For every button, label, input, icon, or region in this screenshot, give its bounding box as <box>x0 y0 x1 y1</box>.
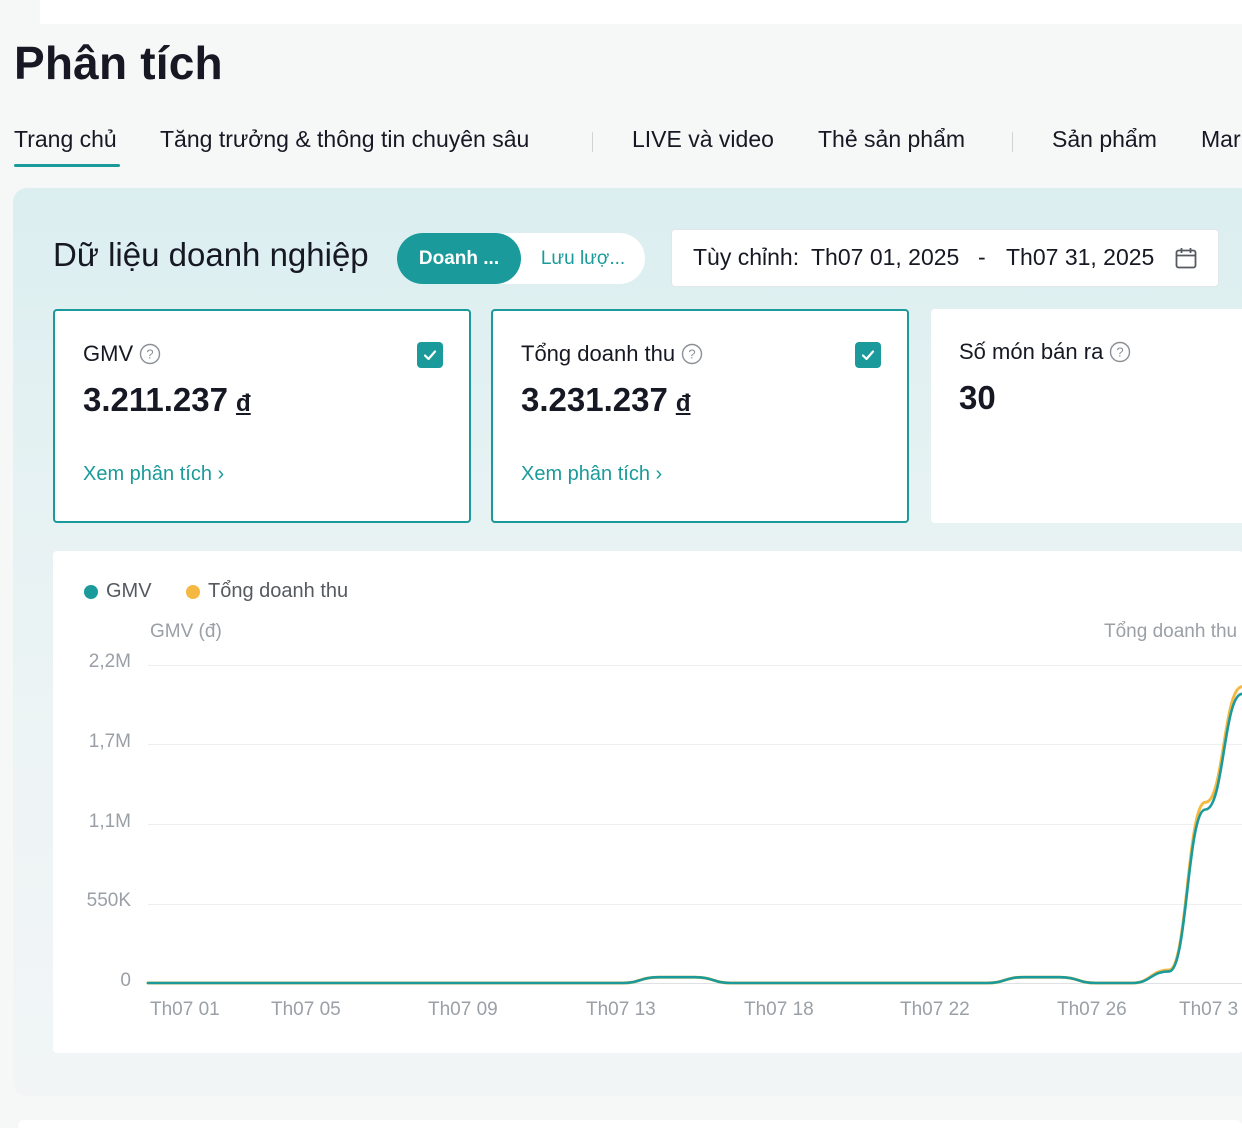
tab-marketing[interactable]: Mar <box>1201 126 1241 152</box>
metric-card-gmv[interactable]: GMV ? 3.211.237 đ Xem phân tích › <box>53 309 471 523</box>
tab-live-video[interactable]: LIVE và video <box>632 126 774 152</box>
y-tick-label: 1,1M <box>88 811 131 832</box>
tab-divider <box>592 132 593 152</box>
y-tick-label: 0 <box>120 970 131 991</box>
help-icon[interactable]: ? <box>1109 341 1131 363</box>
x-tick-label: Th07 3 <box>1179 999 1239 1020</box>
series-line-gmv <box>146 692 1242 985</box>
toggle-revenue[interactable]: Doanh ... <box>397 233 521 284</box>
metric-value: 30 <box>959 379 996 416</box>
chart-card <box>53 551 1242 1053</box>
gridline <box>148 744 1242 745</box>
legend-dot-revenue <box>186 584 200 599</box>
toggle-traffic[interactable]: Lưu lượ... <box>540 247 626 269</box>
series-line-revenue <box>146 685 1242 985</box>
x-tick-label: Th07 18 <box>744 999 814 1020</box>
gridline <box>148 904 1242 905</box>
data-type-toggle: Doanh ... Lưu lượ... <box>397 233 645 284</box>
check-icon <box>861 350 875 361</box>
y-tick-label: 550K <box>86 890 131 911</box>
x-tick-label: Th07 05 <box>271 999 341 1020</box>
metric-value: 3.231.237 đ <box>521 381 690 419</box>
active-tab-indicator <box>14 164 120 167</box>
x-tick-label: Th07 26 <box>1057 999 1127 1020</box>
svg-text:?: ? <box>1117 345 1124 360</box>
legend-label: GMV <box>106 580 152 602</box>
line-chart-plot <box>146 685 1242 985</box>
y-tick-label: 2,2M <box>88 651 131 672</box>
date-separator: - <box>978 244 986 270</box>
x-tick-label: Th07 13 <box>586 999 656 1020</box>
legend-label: Tổng doanh thu <box>208 580 349 602</box>
calendar-icon[interactable] <box>1174 246 1198 270</box>
tab-home[interactable]: Trang chủ <box>14 126 117 152</box>
metric-checkbox[interactable] <box>855 342 881 368</box>
x-tick-label: Th07 09 <box>428 999 498 1020</box>
metric-label: GMV ? <box>83 341 161 367</box>
legend-dot-gmv <box>84 584 98 599</box>
metric-value: 3.211.237 đ <box>83 381 251 419</box>
view-analysis-link[interactable]: Xem phân tích › <box>83 463 225 485</box>
metric-card-total-revenue[interactable]: Tổng doanh thu ? 3.231.237 đ Xem phân tíc… <box>491 309 909 523</box>
bottom-card-edge <box>18 1120 1242 1128</box>
x-tick-label: Th07 22 <box>900 999 970 1020</box>
tab-bar: Trang chủ Tăng trưởng & thông tin chuyên… <box>0 118 1242 170</box>
metric-value-number: 3.211.237 <box>83 381 228 418</box>
check-icon <box>423 350 437 361</box>
gridline <box>148 665 1242 666</box>
y-axis-left-title: GMV (đ) <box>150 621 222 642</box>
tab-growth-insights[interactable]: Tăng trưởng & thông tin chuyên sâu <box>160 126 530 152</box>
date-range-picker[interactable]: Tùy chỉnh: Th07 01, 2025 - Th07 31, 2025 <box>671 229 1219 287</box>
metric-card-items-sold[interactable]: Số món bán ra ? 30 <box>931 309 1242 523</box>
metric-label: Tổng doanh thu ? <box>521 341 703 367</box>
tab-divider <box>1012 132 1013 152</box>
tab-products[interactable]: Sản phẩm <box>1052 126 1157 152</box>
help-icon[interactable]: ? <box>681 343 703 365</box>
x-tick-label: Th07 01 <box>150 999 220 1020</box>
date-start: Th07 01, 2025 <box>811 244 960 270</box>
x-axis-line <box>148 983 1242 984</box>
y-tick-label: 1,7M <box>88 731 131 752</box>
help-icon[interactable]: ? <box>139 343 161 365</box>
metric-value-number: 3.231.237 <box>521 381 668 418</box>
metric-label-text: Số món bán ra <box>959 339 1104 364</box>
legend-item-revenue[interactable]: Tổng doanh thu <box>186 580 348 603</box>
svg-text:?: ? <box>147 347 154 362</box>
legend-item-gmv[interactable]: GMV <box>84 580 152 603</box>
metric-label-text: GMV <box>83 341 134 366</box>
gridline <box>148 824 1242 825</box>
date-range-label: Tùy chỉnh: <box>693 244 800 270</box>
section-title: Dữ liệu doanh nghiệp <box>53 236 369 273</box>
date-end: Th07 31, 2025 <box>1006 244 1155 270</box>
currency-symbol: đ <box>236 390 251 417</box>
svg-text:?: ? <box>689 347 696 362</box>
currency-symbol: đ <box>675 390 691 417</box>
view-analysis-link[interactable]: Xem phân tích › <box>521 463 663 485</box>
tab-product-cards[interactable]: Thẻ sản phẩm <box>818 126 966 152</box>
metric-label-text: Tổng doanh thu <box>521 341 676 366</box>
top-bar <box>40 0 1242 24</box>
metric-label: Số món bán ra ? <box>959 339 1131 365</box>
y-axis-right-title: Tổng doanh thu <box>1104 621 1238 642</box>
metric-checkbox[interactable] <box>417 342 443 368</box>
page-title: Phân tích <box>14 37 223 89</box>
